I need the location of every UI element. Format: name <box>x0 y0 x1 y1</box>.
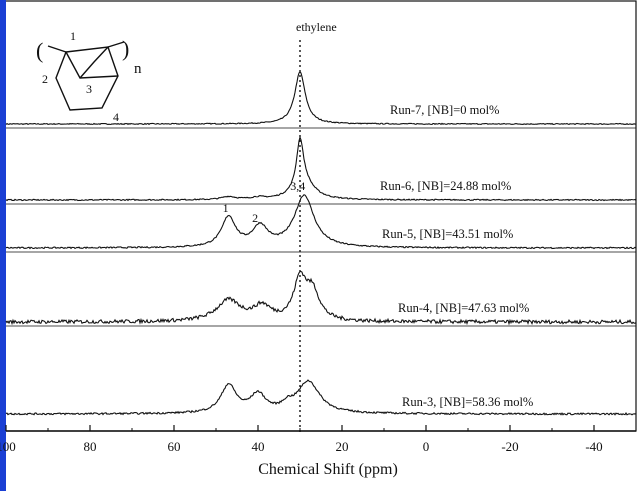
open-paren: ( <box>36 38 43 63</box>
x-tick-label-2: 80 <box>84 439 97 454</box>
chart-frame <box>0 0 637 432</box>
series-label-2: Run-6, [NB]=24.88 mol% <box>380 179 511 193</box>
atom-label-3: 3 <box>86 82 92 96</box>
atom-label-4: 4 <box>113 110 119 124</box>
spectrum-line-1 <box>5 71 637 126</box>
spectrum-line-4 <box>5 270 637 326</box>
peak-label-1: 1 <box>223 201 229 215</box>
panel-separators <box>6 127 636 327</box>
x-axis-title: Chemical Shift (ppm) <box>258 461 398 478</box>
atom-label-1: 1 <box>70 29 76 43</box>
peak-label-2: 2 <box>252 211 258 225</box>
chain-bond-left <box>47 45 67 53</box>
series-label-3: Run-5, [NB]=43.51 mol% <box>382 227 513 241</box>
bridge-bond-top <box>79 46 109 79</box>
spectra-group: Run-7, [NB]=0 mol% Run-6, [NB]=24.88 mol%… <box>5 71 637 416</box>
x-tick-label-6: 0 <box>423 439 430 454</box>
series-label-1: Run-7, [NB]=0 mol% <box>390 103 499 117</box>
close-paren: ) <box>122 36 129 61</box>
left-accent-bar <box>0 0 6 491</box>
x-axis-ticks: 100 80 60 40 20 0 -20 -40 <box>0 425 637 454</box>
spectrum-line-2 <box>5 135 637 202</box>
x-tick-label-7: -20 <box>501 439 518 454</box>
ethylene-label: ethylene <box>296 20 337 34</box>
chain-bond-right <box>107 41 125 48</box>
x-tick-label-8: -40 <box>585 439 602 454</box>
x-tick-label-5: 20 <box>336 439 349 454</box>
spectrum-line-5 <box>5 379 637 416</box>
x-tick-label-1: 100 <box>0 439 16 454</box>
norbornene-structure: ( ) n 1 2 3 4 <box>36 29 142 124</box>
x-tick-label-3: 60 <box>168 439 181 454</box>
x-tick-label-4: 40 <box>252 439 265 454</box>
peak-label-3: 3,4 <box>290 179 305 193</box>
series-label-5: Run-3, [NB]=58.36 mol% <box>402 395 533 409</box>
repeat-subscript: n <box>134 61 142 77</box>
atom-label-2: 2 <box>42 72 48 86</box>
series-label-4: Run-4, [NB]=47.63 mol% <box>398 301 529 315</box>
spectrum-line-3 <box>5 194 637 250</box>
